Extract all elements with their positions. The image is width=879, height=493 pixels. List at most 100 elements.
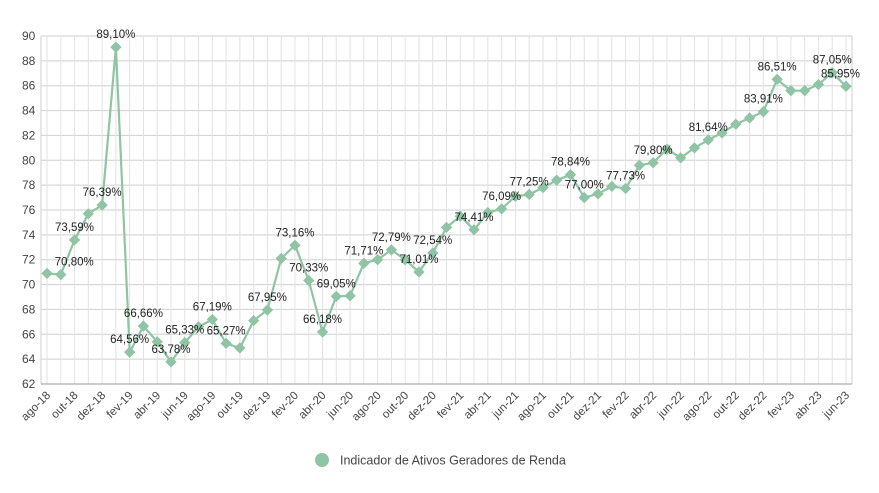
data-point <box>289 239 301 251</box>
data-point <box>358 257 370 269</box>
data-label: 65,33% <box>165 325 204 337</box>
grid-layer <box>40 35 853 385</box>
data-point <box>606 180 618 193</box>
data-label: 69,05% <box>317 278 356 290</box>
x-tick-label: abr-20 <box>297 390 329 422</box>
data-label: 67,95% <box>248 292 287 304</box>
data-point <box>261 304 274 316</box>
legend: Indicador de Ativos Geradores de Renda <box>315 453 566 468</box>
data-point <box>220 337 232 350</box>
data-point <box>371 254 384 266</box>
x-tick-label: fev-23 <box>766 390 797 421</box>
x-tick-label: fev-20 <box>270 390 301 421</box>
data-point <box>537 181 549 194</box>
x-tick-label: ago-22 <box>681 390 715 424</box>
data-point <box>179 336 191 349</box>
y-tick-label: 90 <box>22 29 36 43</box>
data-point <box>619 182 632 195</box>
legend-label: Indicador de Ativos Geradores de Renda <box>340 454 566 468</box>
data-label: 73,59% <box>55 222 94 234</box>
data-point <box>41 267 53 280</box>
x-tick-label: ago-21 <box>515 390 549 424</box>
data-point <box>564 169 577 181</box>
data-point <box>757 106 770 118</box>
data-point <box>633 159 646 171</box>
data-label: 63,78% <box>151 344 190 356</box>
data-point <box>96 199 108 211</box>
data-point <box>730 118 742 130</box>
data-label: 73,16% <box>275 227 314 239</box>
data-point <box>192 321 205 333</box>
data-point <box>330 290 342 303</box>
x-tick-label: dez-19 <box>240 390 273 423</box>
data-point <box>385 244 398 256</box>
data-label: 64,56% <box>110 334 149 346</box>
data-point <box>316 326 329 338</box>
data-point <box>234 342 246 354</box>
data-point <box>578 191 590 204</box>
x-tick-label: jun-23 <box>820 390 852 422</box>
data-label: 71,01% <box>399 254 438 266</box>
data-label: 77,25% <box>510 176 549 188</box>
data-point <box>647 157 659 169</box>
data-label: 76,09% <box>482 191 521 203</box>
y-tick-label: 88 <box>22 54 36 68</box>
data-point <box>344 290 356 302</box>
data-point <box>688 142 701 154</box>
data-label: 89,10% <box>96 29 135 41</box>
data-label: 86,51% <box>758 61 797 73</box>
data-point <box>551 174 563 186</box>
y-tick-label: 62 <box>22 377 36 391</box>
data-point <box>123 346 136 358</box>
data-label: 70,33% <box>289 262 328 274</box>
data-point <box>523 188 535 201</box>
data-point <box>303 274 315 287</box>
y-tick-label: 80 <box>22 153 36 167</box>
y-tick-label: 84 <box>22 104 36 118</box>
legend-marker <box>315 453 329 467</box>
data-label: 70,80% <box>55 257 94 269</box>
y-tick-label: 74 <box>22 228 36 242</box>
data-point <box>454 210 466 222</box>
data-point <box>137 320 150 332</box>
x-tick-label: dez-20 <box>405 390 438 423</box>
y-tick-label: 68 <box>22 302 36 316</box>
data-point <box>743 112 756 124</box>
x-tick-label: fev-21 <box>435 390 466 421</box>
data-label: 87,05% <box>813 55 852 67</box>
x-tick-label: abr-19 <box>131 390 163 422</box>
data-point <box>592 188 604 200</box>
data-point <box>247 314 260 327</box>
x-tick-label: dez-22 <box>736 390 769 423</box>
data-label: 77,73% <box>606 170 645 182</box>
x-tick-label: ago-20 <box>350 390 384 424</box>
data-point <box>661 143 673 155</box>
data-label: 83,91% <box>744 94 783 106</box>
data-label: 65,27% <box>207 325 246 337</box>
x-tick-label: dez-21 <box>571 390 604 423</box>
data-point <box>716 127 728 139</box>
data-point <box>495 203 508 215</box>
x-tick-label: ago-18 <box>19 390 53 424</box>
data-point <box>440 221 453 234</box>
axis-layer: 626466687072747678808284868890ago-18out-… <box>19 29 852 423</box>
data-label: 72,79% <box>372 232 411 244</box>
y-tick-label: 66 <box>22 327 36 341</box>
y-tick-label: 72 <box>22 253 36 267</box>
data-point <box>427 247 439 259</box>
y-tick-label: 86 <box>22 79 36 93</box>
data-point <box>165 356 177 368</box>
data-label: 66,18% <box>303 314 342 326</box>
x-tick-label: fev-19 <box>105 390 136 421</box>
data-point <box>413 266 425 278</box>
x-tick-label: ago-19 <box>185 390 219 424</box>
data-point <box>702 134 714 146</box>
x-tick-label: abr-22 <box>627 390 659 422</box>
data-point <box>675 152 687 164</box>
data-label: 85,95% <box>821 68 860 80</box>
data-point <box>151 336 163 348</box>
data-label: 66,66% <box>124 308 163 320</box>
data-label: 74,41% <box>455 212 494 224</box>
